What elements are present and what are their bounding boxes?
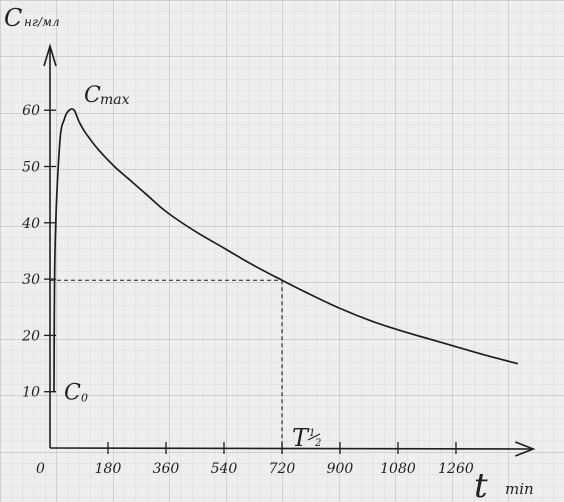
curve-point <box>194 230 196 232</box>
curve-point <box>371 320 373 322</box>
curve-point <box>165 210 167 212</box>
axes <box>43 43 536 457</box>
curve-point <box>223 247 225 249</box>
y-tick-label: 60 <box>22 103 40 119</box>
curve-point <box>484 354 486 356</box>
x-tick-label: 180 <box>95 461 122 477</box>
curve-point <box>68 109 70 111</box>
series-layer <box>53 108 519 393</box>
curve-point <box>97 148 99 150</box>
c0-subscript: 0 <box>81 392 88 405</box>
curve-point <box>455 345 457 347</box>
curve-point <box>129 179 131 181</box>
concentration-curve <box>53 108 519 393</box>
curve-point <box>339 307 341 309</box>
x-tick-label: 1260 <box>438 461 474 477</box>
curve-point <box>516 362 518 364</box>
curve-point <box>58 143 60 145</box>
y-tick-label: 10 <box>22 385 40 401</box>
half-life-frac-den: 2 <box>314 438 321 449</box>
x-tick-label: 1080 <box>380 461 416 477</box>
x-axis-unit: min <box>505 480 534 498</box>
y-axis-arrow <box>43 43 57 67</box>
curve-point <box>113 165 115 167</box>
y-tick-label: 50 <box>22 160 40 176</box>
x-tick-label: 900 <box>327 461 354 477</box>
curve-point <box>252 264 254 266</box>
curve-point <box>307 292 309 294</box>
half-life-guides <box>50 279 283 448</box>
y-axis-unit: нг/мл <box>24 15 60 29</box>
curve-point <box>63 117 65 119</box>
y-axis-label: C <box>4 4 22 32</box>
cmax-subscript: max <box>100 92 130 108</box>
curve-point <box>145 193 147 195</box>
curve-point <box>419 335 421 337</box>
cmax-label: C <box>84 83 101 108</box>
half-life-frac-num: 1 <box>309 428 315 439</box>
curve-point <box>397 329 399 331</box>
x-tick-label: 360 <box>153 461 180 477</box>
curve-point <box>73 109 75 111</box>
origin-label: 0 <box>36 461 45 477</box>
x-tick-label: 540 <box>211 461 238 477</box>
x-axis-line <box>49 447 532 450</box>
y-tick-label: 20 <box>21 328 40 344</box>
curve-point <box>281 279 283 281</box>
x-axis-label: t <box>474 466 488 502</box>
curve-point <box>84 132 86 134</box>
y-tick-label: 40 <box>21 216 40 232</box>
half-life-frac-bar <box>307 433 321 441</box>
c0-label: C <box>64 381 81 406</box>
curve-point <box>78 120 80 122</box>
x-axis-arrow <box>515 441 536 457</box>
half-life-label: T <box>292 424 310 452</box>
x-tick-label: 720 <box>269 461 296 477</box>
y-tick-label: 30 <box>22 272 40 288</box>
